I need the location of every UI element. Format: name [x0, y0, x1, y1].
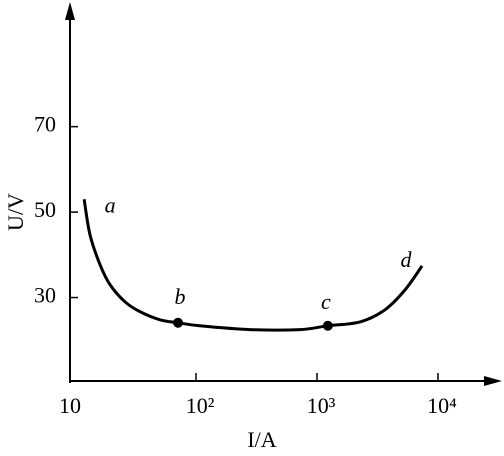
y-axis-label: U/V — [3, 193, 28, 231]
point-marker — [173, 317, 184, 328]
point-label: c — [321, 289, 331, 314]
point-label: a — [105, 192, 116, 217]
x-tick-label: 10² — [186, 393, 215, 418]
x-axis-label: I/A — [247, 427, 276, 452]
point-label: b — [175, 284, 186, 309]
y-tick-label: 50 — [34, 197, 56, 222]
y-axis-arrow — [65, 2, 75, 20]
x-axis-arrow — [484, 376, 502, 386]
point-marker — [322, 320, 333, 331]
point-label: d — [401, 247, 413, 272]
curve — [82, 199, 424, 332]
x-tick-label: 10³ — [307, 393, 336, 418]
y-tick-label: 30 — [34, 283, 56, 308]
x-tick-label: 10⁴ — [427, 393, 457, 418]
y-tick-label: 70 — [34, 112, 56, 137]
x-tick-label: 10 — [59, 393, 81, 418]
